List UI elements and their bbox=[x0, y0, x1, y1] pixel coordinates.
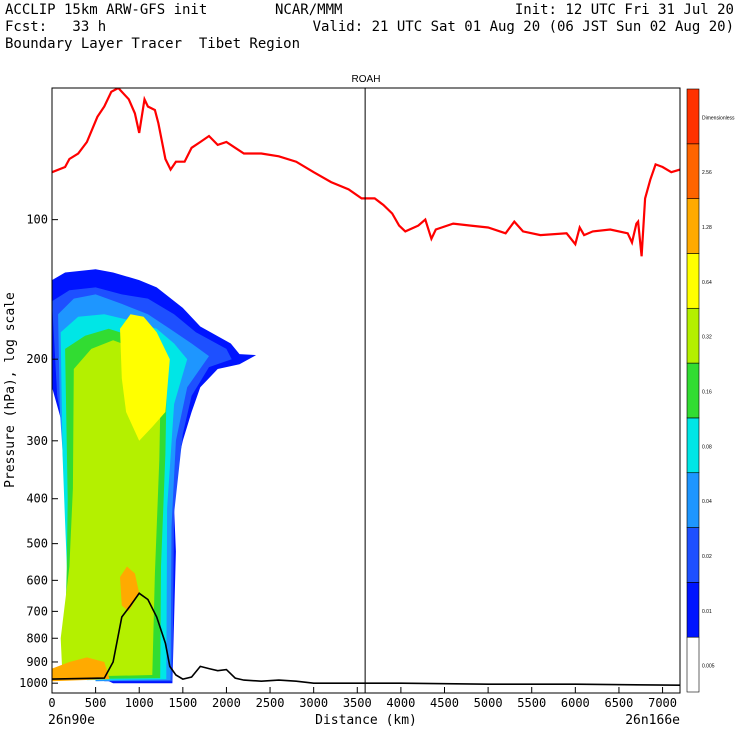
x-tick-label: 5000 bbox=[474, 696, 503, 710]
x-tick-label: 0 bbox=[48, 696, 55, 710]
colorbar-swatch bbox=[686, 417, 700, 474]
y-tick-label: 900 bbox=[26, 655, 48, 669]
x-tick-label: 3000 bbox=[299, 696, 328, 710]
header-line1-right: Init: 12 UTC Fri 31 Jul 20 bbox=[514, 2, 734, 18]
tracer-field bbox=[52, 269, 257, 684]
y-tick-label: 800 bbox=[26, 631, 48, 645]
header-line1-mid: NCAR/MMM bbox=[275, 2, 343, 18]
colorbar-level-label: 0.04 bbox=[702, 499, 712, 505]
colorbar-swatch bbox=[686, 307, 700, 364]
colorbar-level-label: 0.005 bbox=[702, 664, 715, 670]
plot-frame bbox=[51, 87, 681, 694]
y-axis-label: Pressure (hPa), log scale bbox=[3, 292, 18, 488]
colorbar-level-label: 0.02 bbox=[702, 554, 712, 560]
x-tick-label: 4500 bbox=[430, 696, 459, 710]
colorbar-level-label: 0.32 bbox=[702, 335, 712, 341]
x-tick-label: 500 bbox=[85, 696, 107, 710]
colorbar-level-label: Dimensionless bbox=[702, 115, 735, 121]
colorbar-level-label: 0.16 bbox=[702, 390, 712, 396]
header-line2-right: Valid: 21 UTC Sat 01 Aug 20 (06 JST Sun … bbox=[312, 19, 734, 35]
terrain-line bbox=[52, 592, 680, 686]
colorbar-swatch bbox=[686, 88, 700, 145]
x-tick-label: 6500 bbox=[604, 696, 633, 710]
colorbar-swatch bbox=[686, 253, 700, 309]
y-tick-label: 700 bbox=[26, 604, 48, 618]
x-tick-label: 5500 bbox=[517, 696, 546, 710]
y-tick-label: 200 bbox=[26, 352, 48, 366]
colorbar-swatch bbox=[686, 198, 700, 254]
tracer-contour-7 bbox=[120, 314, 170, 441]
tracer-contour-8 bbox=[52, 657, 110, 682]
x-tick-label: 3500 bbox=[343, 696, 372, 710]
left-endpoint-label: 26n90e bbox=[48, 713, 95, 728]
colorbar-level-label: 1.28 bbox=[702, 225, 712, 231]
colorbar-swatch bbox=[686, 143, 700, 199]
colorbar-level-label: 0.08 bbox=[702, 444, 712, 450]
profile-lines bbox=[52, 88, 680, 686]
colorbar-level-label: 2.56 bbox=[702, 170, 712, 176]
y-tick-label: 500 bbox=[26, 537, 48, 551]
colorbar-level-label: 0.64 bbox=[702, 280, 712, 286]
y-tick-label: 1000 bbox=[19, 676, 48, 690]
y-tick-label: 300 bbox=[26, 434, 48, 448]
x-axis-label: Distance (km) bbox=[315, 713, 417, 728]
x-tick-label: 6000 bbox=[561, 696, 590, 710]
x-tick-label: 1500 bbox=[168, 696, 197, 710]
x-tick-label: 4000 bbox=[386, 696, 415, 710]
y-tick-label: 600 bbox=[26, 573, 48, 587]
colorbar: 0.005 0.01 0.02 0.04 0.08 0.16 0.32 0.64 1.28 2.5… bbox=[686, 88, 735, 693]
colorbar-level-label: 0.01 bbox=[702, 609, 712, 615]
header-line1-left: ACCLIP 15km ARW-GFS init bbox=[5, 2, 208, 18]
colorbar-swatch bbox=[686, 472, 700, 528]
colorbar-swatch bbox=[686, 636, 700, 693]
x-tick-label: 2500 bbox=[256, 696, 285, 710]
colorbar-swatch bbox=[686, 527, 700, 583]
colorbar-swatch bbox=[686, 362, 700, 419]
y-tick-label: 100 bbox=[26, 213, 48, 227]
header-line3-left: Boundary Layer Tracer Tibet Region bbox=[5, 36, 301, 52]
y-tick-label: 400 bbox=[26, 492, 48, 506]
x-tick-label: 1000 bbox=[125, 696, 154, 710]
axes: 0 500 1000 1500 2000 2500 3000 3500 4000 4500 5000… bbox=[19, 213, 677, 710]
x-tick-label: 2000 bbox=[212, 696, 241, 710]
right-endpoint-label: 26n166e bbox=[625, 713, 680, 728]
header-line2-left: Fcst: 33 h bbox=[5, 19, 107, 35]
tropopause-line bbox=[52, 88, 680, 257]
chart-title: ROAH bbox=[352, 74, 381, 85]
colorbar-swatch bbox=[686, 582, 700, 638]
x-tick-label: 7000 bbox=[648, 696, 677, 710]
